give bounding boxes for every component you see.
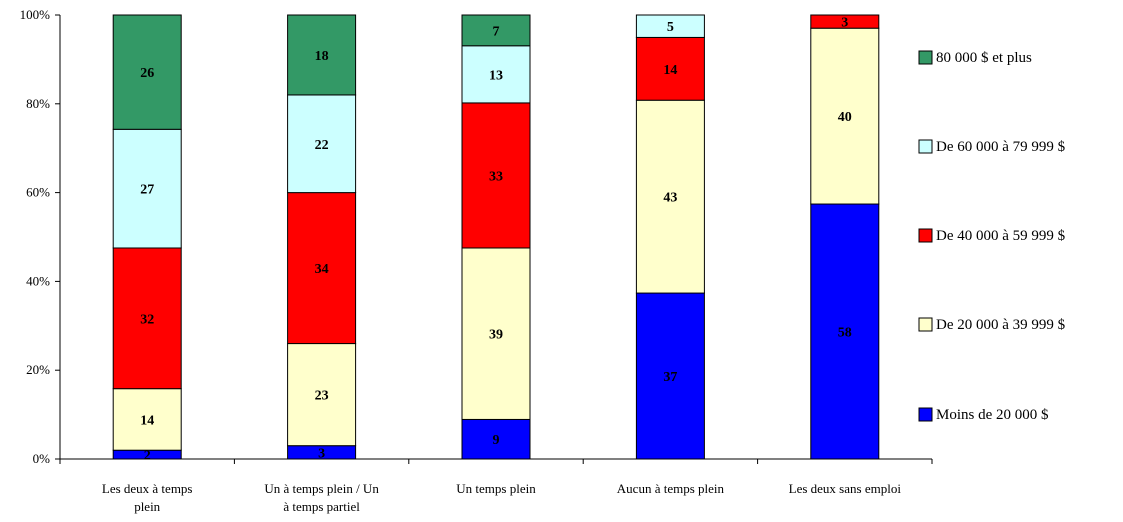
data-label: 14 xyxy=(140,413,154,428)
y-tick-label: 80% xyxy=(26,96,50,111)
data-label: 5 xyxy=(667,20,674,35)
legend-label: De 40 000 à 59 999 $ xyxy=(936,228,1066,244)
data-label: 37 xyxy=(663,370,677,385)
x-tick-label: Un temps plein xyxy=(456,481,536,496)
x-tick-label: Aucun à temps plein xyxy=(617,481,725,496)
x-tick-label: Un à temps plein / Un à temps partiel xyxy=(264,481,379,514)
bar-segment xyxy=(112,14,182,130)
y-tick-label: 0% xyxy=(33,451,51,466)
bar-segment xyxy=(287,343,357,447)
bar-segment xyxy=(287,192,357,345)
legend-label: Moins de 20 000 $ xyxy=(936,407,1049,423)
legend-swatch xyxy=(918,228,933,243)
x-tick-label: Les deux à temps plein xyxy=(102,481,193,514)
bar-segment xyxy=(112,388,182,451)
data-label: 9 xyxy=(493,433,500,448)
bars: 2 14 32 27 26 3 23 34 22 18 9 39 33 13 7 37 43 14 5 58 40 3 xyxy=(112,14,880,464)
y-tick-label: 60% xyxy=(26,185,50,200)
bar-segment xyxy=(810,14,880,29)
legend-swatch xyxy=(918,139,933,154)
data-label: 39 xyxy=(489,328,503,343)
data-label: 40 xyxy=(838,110,852,125)
data-label: 27 xyxy=(140,183,154,198)
bar-segment xyxy=(112,247,182,390)
bar-segment xyxy=(635,14,705,38)
data-label: 3 xyxy=(841,16,848,31)
data-label: 22 xyxy=(315,138,329,153)
bar-segment xyxy=(461,247,531,420)
data-label: 3 xyxy=(318,446,325,461)
data-label: 34 xyxy=(315,262,329,277)
legend-label: De 60 000 à 79 999 $ xyxy=(936,139,1066,155)
data-label: 23 xyxy=(315,389,329,404)
data-label: 43 xyxy=(663,191,677,206)
data-label: 2 xyxy=(144,449,151,464)
y-tick-label: 40% xyxy=(26,273,50,288)
bar-segment xyxy=(461,14,531,47)
data-label: 26 xyxy=(140,66,154,81)
data-label: 7 xyxy=(493,24,500,39)
x-axis: Les deux à temps plein Un à temps plein / … xyxy=(59,458,933,514)
bar-segment xyxy=(287,94,357,194)
bar-segment xyxy=(810,27,880,205)
legend-swatch xyxy=(918,407,933,422)
data-label: 58 xyxy=(838,326,852,341)
bar-segment xyxy=(461,418,531,460)
legend-label: De 20 000 à 39 999 $ xyxy=(936,317,1066,333)
y-axis: 0% 20% 40% 60% 80% 100% xyxy=(20,7,61,466)
bar-segment xyxy=(461,102,531,249)
data-label: 13 xyxy=(489,68,503,83)
y-tick-label: 100% xyxy=(20,7,51,22)
legend-label: 80 000 $ et plus xyxy=(936,50,1032,66)
legend: 80 000 $ et plus De 60 000 à 79 999 $ De 4… xyxy=(918,50,1066,423)
bar-segment xyxy=(635,292,705,460)
data-label: 33 xyxy=(489,169,503,184)
bar-segment xyxy=(287,14,357,96)
bar-segment xyxy=(112,128,182,249)
y-tick-label: 20% xyxy=(26,362,50,377)
data-label: 14 xyxy=(663,63,677,78)
data-label: 32 xyxy=(140,312,154,327)
bar-segment xyxy=(635,99,705,294)
data-label: 18 xyxy=(315,49,329,64)
x-tick-label: Les deux sans emploi xyxy=(789,481,902,496)
legend-swatch xyxy=(918,50,933,65)
legend-swatch xyxy=(918,317,933,332)
